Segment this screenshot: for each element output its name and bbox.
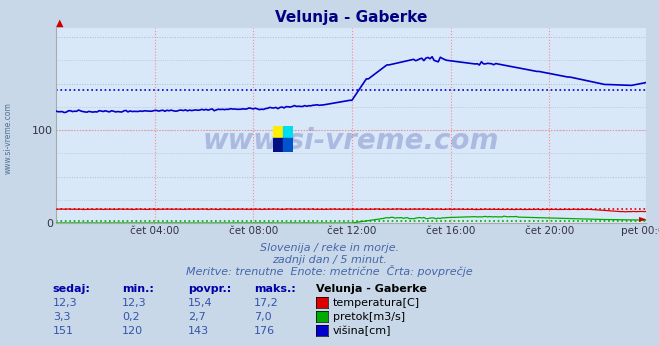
Text: 17,2: 17,2 xyxy=(254,298,279,308)
Text: maks.:: maks.: xyxy=(254,284,295,294)
Text: www.si-vreme.com: www.si-vreme.com xyxy=(3,102,13,174)
Text: ►: ► xyxy=(639,213,646,223)
Text: min.:: min.: xyxy=(122,284,154,294)
Text: Meritve: trenutne  Enote: metrične  Črta: povprečje: Meritve: trenutne Enote: metrične Črta: … xyxy=(186,265,473,277)
Text: Velunja - Gaberke: Velunja - Gaberke xyxy=(316,284,427,294)
Text: sedaj:: sedaj: xyxy=(53,284,90,294)
Title: Velunja - Gaberke: Velunja - Gaberke xyxy=(275,10,427,25)
Text: ▲: ▲ xyxy=(56,18,63,28)
Text: 3,3: 3,3 xyxy=(53,312,71,322)
Text: višina[cm]: višina[cm] xyxy=(333,326,391,336)
Text: www.si-vreme.com: www.si-vreme.com xyxy=(203,127,499,155)
Text: 151: 151 xyxy=(53,326,74,336)
Text: zadnji dan / 5 minut.: zadnji dan / 5 minut. xyxy=(272,255,387,265)
Text: 120: 120 xyxy=(122,326,143,336)
Text: 2,7: 2,7 xyxy=(188,312,206,322)
Text: 0,2: 0,2 xyxy=(122,312,140,322)
Text: 7,0: 7,0 xyxy=(254,312,272,322)
Text: 143: 143 xyxy=(188,326,209,336)
Text: pretok[m3/s]: pretok[m3/s] xyxy=(333,312,405,322)
Text: 12,3: 12,3 xyxy=(122,298,146,308)
Text: 176: 176 xyxy=(254,326,275,336)
Text: 15,4: 15,4 xyxy=(188,298,212,308)
Text: 12,3: 12,3 xyxy=(53,298,77,308)
Text: Slovenija / reke in morje.: Slovenija / reke in morje. xyxy=(260,243,399,253)
Text: temperatura[C]: temperatura[C] xyxy=(333,298,420,308)
Text: povpr.:: povpr.: xyxy=(188,284,231,294)
